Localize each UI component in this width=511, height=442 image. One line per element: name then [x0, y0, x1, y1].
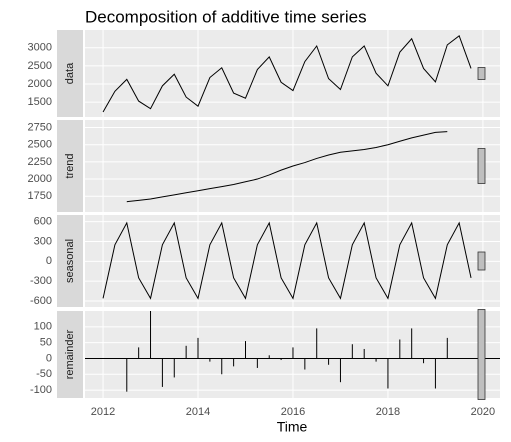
- y-tick-label: -300: [30, 275, 52, 287]
- y-tick-label: -600: [30, 295, 52, 307]
- x-tick-label: 2016: [281, 406, 305, 418]
- range-bar: [477, 251, 486, 271]
- strip-label: seasonal: [64, 239, 76, 283]
- y-tick-label: 3000: [28, 42, 52, 54]
- y-tick-label: 2250: [28, 156, 52, 168]
- y-tick-label: 2000: [28, 173, 52, 185]
- y-tick-label: 2750: [28, 121, 52, 133]
- y-tick-label: 2000: [28, 78, 52, 90]
- x-axis-title: Time: [277, 419, 308, 435]
- strip: [57, 311, 83, 398]
- line: [102, 35, 472, 113]
- range-bar: [477, 148, 486, 184]
- y-tick-label: 50: [40, 337, 52, 349]
- y-tick-label: -50: [36, 368, 52, 380]
- x-tick-label: 2014: [186, 406, 210, 418]
- range-bar: [477, 67, 486, 80]
- line: [102, 221, 472, 300]
- strip-label: remainder: [64, 329, 76, 379]
- y-tick-label: 0: [46, 352, 52, 364]
- x-tick-label: 2012: [91, 406, 115, 418]
- y-tick-label: 1750: [28, 190, 52, 202]
- y-tick-label: 300: [34, 235, 52, 247]
- y-tick-label: 2500: [28, 139, 52, 151]
- strip: [57, 120, 83, 212]
- y-tick-label: 1500: [28, 96, 52, 108]
- strip: [57, 215, 83, 307]
- y-tick-label: 2500: [28, 60, 52, 72]
- x-tick-label: 2020: [471, 406, 495, 418]
- chart-title: Decomposition of additive time series: [85, 7, 367, 26]
- y-tick-label: 0: [46, 255, 52, 267]
- strip-label: trend: [64, 153, 76, 178]
- y-tick-label: -100: [30, 384, 52, 396]
- strip: [57, 30, 83, 117]
- y-tick-label: 100: [34, 321, 52, 333]
- range-bar: [477, 309, 486, 400]
- y-tick-label: 600: [34, 216, 52, 228]
- x-tick-label: 2018: [376, 406, 400, 418]
- strip-label: data: [64, 62, 76, 84]
- line: [126, 131, 448, 203]
